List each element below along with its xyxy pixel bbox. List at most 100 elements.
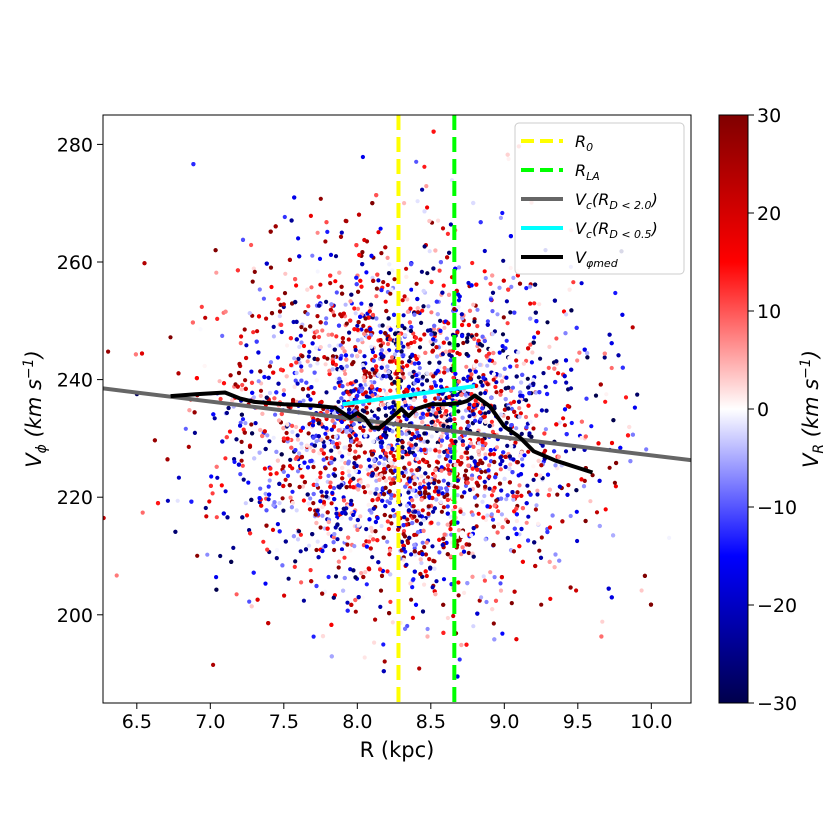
scatter-point bbox=[330, 367, 335, 372]
scatter-point bbox=[267, 478, 272, 483]
scatter-point bbox=[490, 290, 496, 295]
scatter-point bbox=[266, 497, 271, 502]
scatter-point bbox=[541, 371, 546, 376]
scatter-point bbox=[354, 282, 359, 287]
scatter-point bbox=[332, 313, 337, 318]
scatter-point bbox=[435, 368, 440, 373]
scatter-point bbox=[268, 229, 273, 234]
scatter-point bbox=[347, 451, 352, 456]
scatter-point bbox=[316, 334, 322, 340]
scatter-point bbox=[533, 507, 539, 512]
scatter-point bbox=[215, 316, 220, 321]
scatter-point bbox=[418, 521, 423, 526]
scatter-point bbox=[526, 346, 531, 351]
scatter-point bbox=[425, 634, 430, 639]
scatter-point bbox=[356, 289, 361, 294]
scatter-point bbox=[438, 500, 444, 505]
scatter-point bbox=[232, 459, 237, 464]
scatter-point bbox=[342, 575, 347, 581]
scatter-point bbox=[258, 486, 263, 491]
scatter-point bbox=[297, 254, 302, 259]
scatter-point bbox=[295, 455, 300, 460]
scatter-point bbox=[395, 438, 400, 443]
scatter-point bbox=[285, 343, 290, 348]
scatter-point bbox=[315, 393, 320, 398]
scatter-point bbox=[401, 543, 406, 548]
scatter-point bbox=[214, 464, 219, 469]
scatter-point bbox=[492, 637, 497, 642]
scatter-point bbox=[535, 330, 541, 335]
scatter-point bbox=[207, 499, 212, 504]
scatter-point bbox=[294, 508, 299, 513]
scatter-point bbox=[530, 350, 535, 355]
scatter-point bbox=[471, 526, 476, 531]
scatter-point bbox=[437, 360, 442, 365]
scatter-point bbox=[351, 360, 356, 365]
scatter-point bbox=[483, 517, 489, 523]
scatter-point bbox=[225, 515, 230, 520]
scatter-point bbox=[330, 434, 336, 439]
scatter-point bbox=[486, 468, 491, 473]
scatter-point bbox=[410, 387, 415, 392]
scatter-point bbox=[444, 409, 449, 414]
scatter-point bbox=[333, 362, 339, 367]
scatter-point bbox=[445, 453, 450, 459]
scatter-point bbox=[501, 315, 506, 320]
scatter-point bbox=[310, 532, 315, 537]
scatter-point bbox=[309, 385, 314, 390]
scatter-point bbox=[420, 411, 425, 416]
scatter-point bbox=[545, 391, 550, 397]
scatter-point bbox=[435, 354, 440, 359]
scatter-point bbox=[402, 399, 408, 405]
scatter-point bbox=[609, 365, 614, 371]
scatter-point bbox=[208, 483, 213, 488]
scatter-point bbox=[445, 255, 450, 260]
scatter-point bbox=[512, 526, 517, 531]
scatter-point bbox=[531, 381, 536, 386]
scatter-point bbox=[459, 455, 464, 460]
scatter-point bbox=[187, 408, 192, 413]
scatter-point bbox=[495, 312, 500, 317]
scatter-point bbox=[469, 476, 474, 481]
scatter-point bbox=[429, 310, 434, 315]
scatter-point bbox=[480, 334, 485, 339]
scatter-point bbox=[320, 548, 325, 554]
scatter-point bbox=[387, 476, 392, 481]
scatter-point bbox=[294, 319, 299, 324]
scatter-point bbox=[579, 419, 585, 424]
scatter-point bbox=[485, 322, 490, 327]
scatter-point bbox=[297, 451, 302, 456]
scatter-point bbox=[329, 460, 334, 465]
scatter-point bbox=[303, 547, 309, 552]
scatter-point bbox=[345, 608, 350, 613]
scatter-point bbox=[419, 560, 424, 566]
scatter-point bbox=[383, 478, 388, 483]
scatter-point bbox=[364, 527, 369, 532]
scatter-point bbox=[244, 343, 249, 348]
scatter-point bbox=[470, 512, 475, 517]
scatter-point bbox=[547, 487, 553, 492]
scatter-point bbox=[268, 466, 273, 471]
scatter-point bbox=[451, 375, 456, 380]
scatter-point bbox=[510, 490, 515, 495]
scatter-point bbox=[409, 262, 414, 267]
scatter-point bbox=[189, 499, 194, 504]
scatter-point bbox=[381, 433, 386, 438]
scatter-point bbox=[567, 287, 572, 292]
scatter-point bbox=[381, 402, 386, 407]
scatter-point bbox=[363, 433, 368, 438]
scatter-point bbox=[493, 475, 498, 480]
scatter-point bbox=[175, 498, 180, 503]
scatter-point bbox=[284, 430, 289, 436]
scatter-point bbox=[165, 457, 170, 462]
scatter-point bbox=[606, 586, 611, 591]
scatter-point bbox=[203, 315, 208, 320]
scatter-point bbox=[562, 407, 568, 412]
y-tick-label: 220 bbox=[57, 487, 93, 509]
scatter-point bbox=[330, 418, 335, 423]
scatter-point bbox=[324, 494, 329, 499]
scatter-point bbox=[482, 338, 487, 344]
scatter-point bbox=[383, 451, 388, 456]
scatter-point bbox=[345, 542, 350, 547]
